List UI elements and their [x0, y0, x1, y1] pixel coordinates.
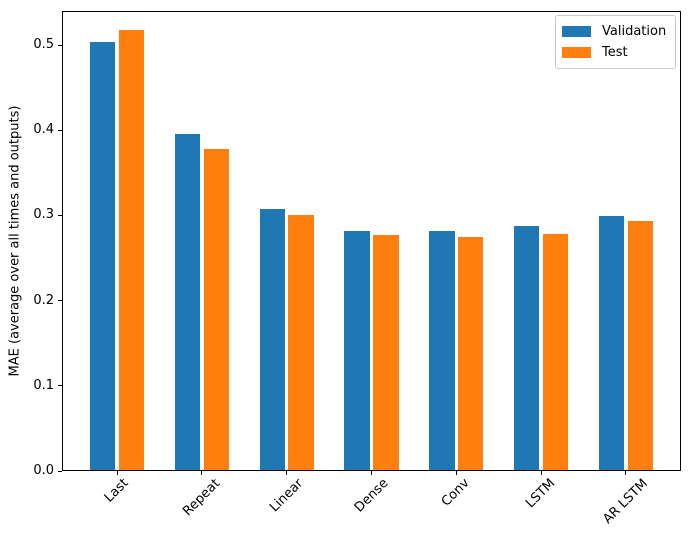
y-tick-label: 0.2	[33, 292, 54, 308]
bar-validation-last	[89, 42, 116, 470]
legend: Validation Test	[555, 15, 676, 69]
x-tick-mark	[371, 471, 372, 475]
y-tick-mark	[58, 385, 62, 387]
bar-validation-repeat	[174, 134, 201, 470]
y-axis-label: MAE (average over all times and outputs)	[7, 105, 23, 377]
y-tick-label: 0.0	[33, 463, 54, 478]
x-tick-label: Linear	[266, 475, 306, 515]
bar-test-dense	[373, 235, 399, 470]
x-tick-label: Dense	[351, 475, 391, 516]
x-tick-mark	[540, 471, 542, 475]
x-tick-label: AR LSTM	[600, 476, 651, 527]
x-tick-mark	[625, 471, 627, 475]
bar-test-ar-lstm	[627, 221, 654, 470]
y-tick-label: 0.1	[33, 377, 54, 393]
y-tick-label: 0.5	[33, 37, 54, 53]
bar-test-linear	[288, 215, 314, 470]
bar-validation-ar-lstm	[598, 216, 625, 470]
y-tick-label: 0.4	[33, 122, 54, 138]
bar-validation-dense	[344, 231, 370, 470]
y-tick-mark	[58, 44, 62, 46]
legend-swatch-test	[562, 47, 591, 58]
x-tick-mark	[286, 471, 288, 475]
y-tick-label: 0.3	[33, 207, 54, 223]
x-tick-label: Repeat	[180, 476, 224, 519]
legend-swatch-validation	[562, 26, 591, 37]
x-tick-mark	[201, 471, 203, 475]
x-tick-mark	[116, 471, 118, 475]
legend-item-test: Test	[562, 42, 667, 63]
x-tick-label: LSTM	[523, 476, 559, 512]
legend-item-validation: Validation	[562, 21, 667, 42]
y-tick-mark	[58, 300, 62, 302]
x-tick-label: Conv	[438, 475, 473, 510]
bar-test-conv	[457, 237, 484, 470]
bar-test-last	[118, 30, 145, 470]
bar-validation-conv	[429, 231, 455, 470]
bar-validation-linear	[259, 209, 285, 470]
plot-area	[62, 11, 681, 471]
bar-validation-lstm	[513, 226, 540, 470]
bar-test-lstm	[542, 234, 569, 470]
y-tick-mark	[58, 214, 62, 216]
legend-label-validation: Validation	[602, 24, 667, 39]
y-tick-mark	[58, 470, 62, 472]
legend-label-test: Test	[602, 45, 628, 60]
x-tick-label: Last	[101, 475, 132, 506]
x-tick-mark	[455, 471, 457, 475]
bar-test-repeat	[203, 149, 230, 470]
y-tick-mark	[58, 129, 62, 131]
